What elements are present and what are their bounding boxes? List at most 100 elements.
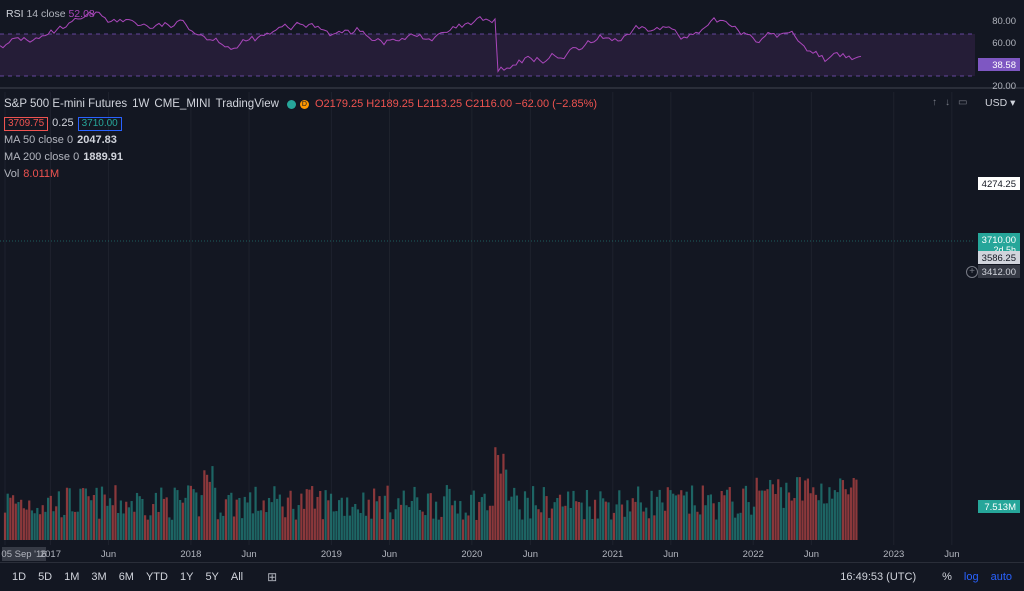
ma50-price-badge-text: 4274.25 xyxy=(982,179,1016,190)
time-tick-label: 2022 xyxy=(743,549,764,560)
timeframe-1m[interactable]: 1M xyxy=(64,571,80,583)
volume-bar xyxy=(14,503,17,540)
volume-bar xyxy=(787,492,791,540)
volume-bar xyxy=(111,505,114,540)
rsi-current-badge xyxy=(978,58,1020,71)
volume-bar xyxy=(276,498,279,540)
crosshair-price-badge-bg xyxy=(978,265,1020,278)
timeframe-5d[interactable]: 5D xyxy=(38,571,53,583)
symbol-name[interactable]: S&P 500 E-mini Futures xyxy=(4,98,128,110)
volume-bar xyxy=(294,519,298,540)
bid-button[interactable]: 3709.75 xyxy=(4,116,49,131)
volume-bar xyxy=(197,516,201,540)
volume-bar xyxy=(785,482,788,540)
volume-bar xyxy=(774,493,777,540)
volume-bar xyxy=(173,487,176,540)
volume-bar xyxy=(701,485,704,540)
volume-bar xyxy=(181,502,184,540)
volume-bar xyxy=(346,497,349,540)
volume-bar xyxy=(359,513,362,540)
ma200-value: 1889.91 xyxy=(83,151,123,163)
volume-bar xyxy=(195,492,198,540)
volume-bar xyxy=(793,498,796,540)
volume-bar xyxy=(459,501,462,540)
clock[interactable]: 16:49:53 (UTC) xyxy=(840,571,917,583)
symbol-row[interactable]: S&P 500 E-mini Futures 1W CME_MINI Tradi… xyxy=(4,96,597,113)
time-tick-label: 2017 xyxy=(40,549,61,560)
volume-bar xyxy=(653,515,656,540)
last-price-badge-text: 3710.00 xyxy=(982,235,1016,246)
volume-bar xyxy=(585,489,589,540)
volume-bar xyxy=(448,488,451,540)
crosshair-add-icon[interactable]: + xyxy=(966,266,978,278)
volume-bar xyxy=(335,511,338,540)
volume-bar xyxy=(184,497,187,540)
timeframe-1y[interactable]: 1Y xyxy=(179,571,194,583)
volume-bar xyxy=(154,492,157,540)
chart-canvas[interactable]: (A)(B)(C) 4800.004400.004000.003600.0032… xyxy=(0,0,1024,562)
indicator-volume[interactable]: Vol 8.011M xyxy=(4,166,597,183)
volume-bar xyxy=(362,492,365,540)
volume-bar xyxy=(596,518,599,540)
volume-bar xyxy=(434,501,438,540)
volume-bar xyxy=(443,496,446,540)
volume-bar xyxy=(470,494,473,540)
volume-bar xyxy=(521,519,524,540)
volume-bar xyxy=(672,493,675,540)
volume-bar xyxy=(432,518,435,540)
timeframe-5y[interactable]: 5Y xyxy=(205,571,219,583)
delayed-data-icon[interactable]: D xyxy=(299,100,309,109)
timeframe-1d[interactable]: 1D xyxy=(12,571,27,583)
bottom-toolbar: 1D 5D 1M 3M 6M YTD 1Y 5Y All ⊞ 16:49:53 … xyxy=(0,562,1024,591)
auto-toggle[interactable]: auto xyxy=(990,571,1012,583)
volume-bar xyxy=(642,511,645,540)
arrow-down-icon[interactable]: ↓ xyxy=(945,97,958,108)
volume-bar xyxy=(418,509,422,540)
date-range-icon[interactable]: ⊞ xyxy=(267,570,278,584)
volume-bar xyxy=(707,495,710,540)
volume-bar xyxy=(92,495,96,540)
volume-bar xyxy=(828,487,831,540)
volume-bar xyxy=(612,512,616,540)
volume-bar xyxy=(453,500,457,540)
volume-bar xyxy=(639,502,642,540)
market-status-icon[interactable] xyxy=(286,100,296,109)
volume-bar xyxy=(728,487,731,540)
timeframe-ytd[interactable]: YTD xyxy=(145,571,168,583)
maximize-icon[interactable]: ▭ xyxy=(958,97,976,108)
volume-bar xyxy=(841,480,845,540)
arrow-up-icon[interactable]: ↑ xyxy=(932,97,945,108)
volume-bar xyxy=(615,504,618,540)
volume-bar xyxy=(416,497,419,540)
indicator-ma50[interactable]: MA 50 close 0 2047.83 xyxy=(4,132,597,149)
indicator-ma200[interactable]: MA 200 close 0 1889.91 xyxy=(4,149,597,166)
volume-bar xyxy=(33,513,36,540)
percent-toggle[interactable]: % xyxy=(942,571,952,583)
volume-bar xyxy=(278,494,281,540)
volume-bar xyxy=(440,516,443,540)
volume-bar xyxy=(378,496,381,540)
volume-bar xyxy=(456,513,459,540)
volume-bar xyxy=(472,490,475,540)
log-toggle[interactable]: log xyxy=(963,571,979,583)
price-axis[interactable]: 4800.004400.004000.003600.003200.003000.… xyxy=(978,0,1020,513)
timeframe-all[interactable]: All xyxy=(230,571,244,583)
volume-bar xyxy=(286,497,290,540)
volume-bar xyxy=(130,501,133,540)
volume-bar xyxy=(57,491,60,540)
timeframe-3m[interactable]: 3M xyxy=(91,571,107,583)
volume-bar xyxy=(386,485,389,540)
volume-bar xyxy=(327,500,330,540)
volume-bar xyxy=(205,474,209,540)
interval[interactable]: 1W xyxy=(132,98,150,110)
rsi-axis[interactable]: 80.00 60.00 38.58 20.00 xyxy=(978,16,1020,92)
currency-select[interactable]: USD ▾ xyxy=(985,97,1015,109)
volume-bar xyxy=(405,505,408,540)
volume-bar xyxy=(246,502,249,540)
timeframe-6m[interactable]: 6M xyxy=(118,571,134,583)
rsi-tick-label: 38.58 xyxy=(992,60,1016,71)
volume-bar xyxy=(685,491,688,540)
ask-button[interactable]: 3710.00 xyxy=(77,116,122,131)
